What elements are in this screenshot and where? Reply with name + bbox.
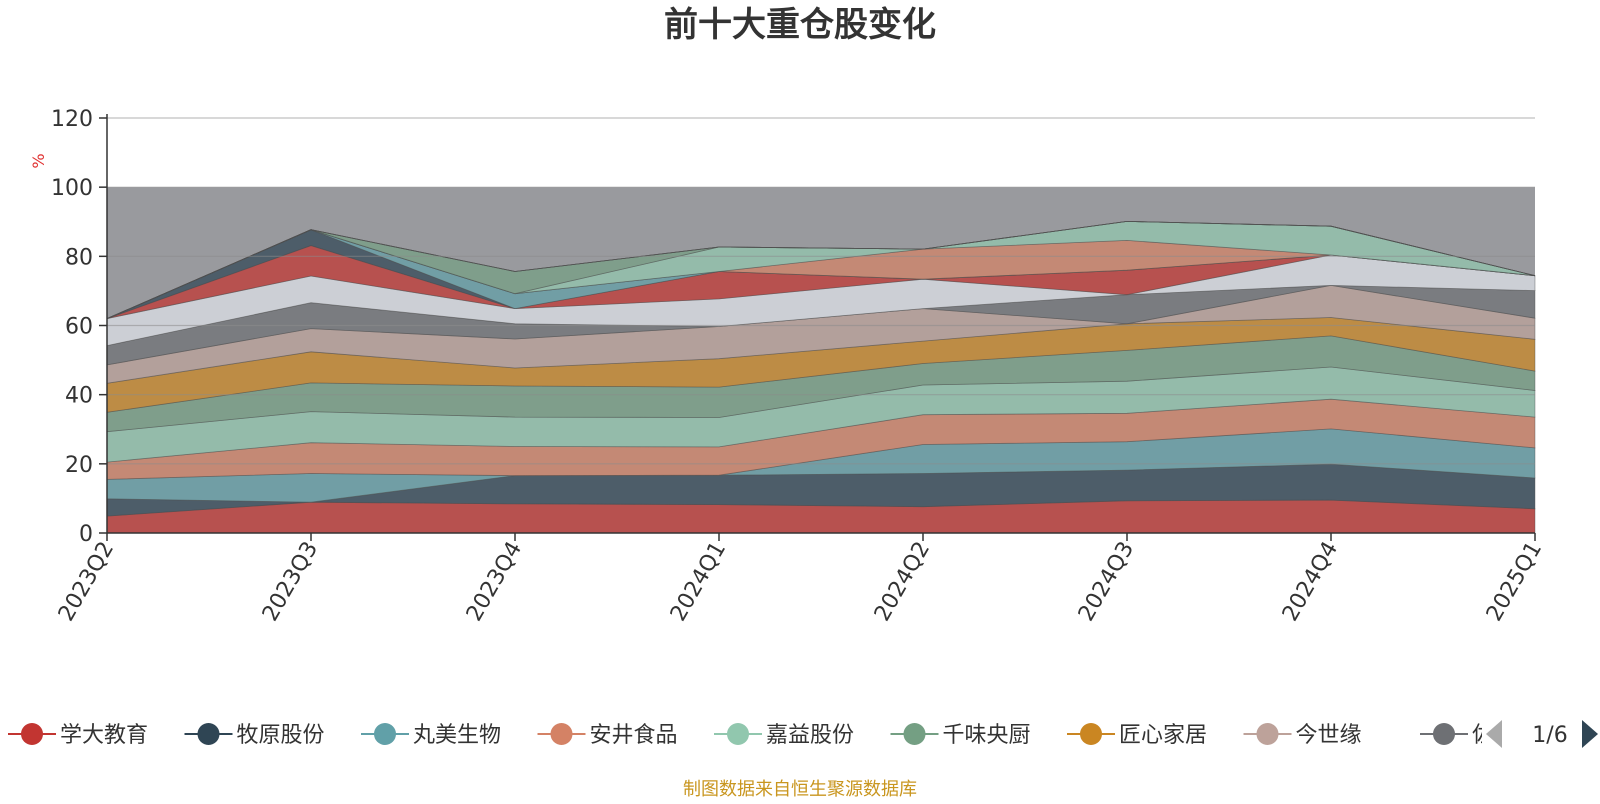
legend-label: 安井食品 [590,723,678,748]
y-tick-label: 20 [65,453,93,478]
area-layer-19 [106,220,1536,319]
legend-label: 匠心家居 [1119,723,1207,748]
legend-next-page-icon[interactable] [1582,720,1598,748]
y-tick-label: 100 [51,176,93,201]
x-tick-label: 2023Q2 [54,538,119,626]
data-source-footer: 制图数据来自恒生聚源数据库 [683,779,917,800]
x-tick-label: 2023Q4 [462,538,527,626]
legend-marker [1256,723,1279,745]
legend-item: 匠心家居 [1067,723,1207,748]
legend-label: 今世缘 [1296,723,1362,748]
plot-area [106,187,1536,534]
y-tick-label: 40 [65,384,93,409]
legend-marker [550,723,573,745]
legend: 学大教育牧原股份丸美生物安井食品嘉益股份千味央厨匠心家居今世缘佐1/6 [8,705,1600,765]
x-tick-label: 2024Q2 [870,538,935,626]
legend-page-indicator: 1/6 [1532,723,1567,748]
legend-label: 牧原股份 [237,723,325,748]
legend-marker [21,723,43,745]
legend-label: 学大教育 [60,723,148,748]
x-tick-label: 2024Q1 [666,538,731,626]
y-axis-unit-label: % [29,153,48,168]
legend-item: 丸美生物 [361,723,501,748]
legend-marker [197,723,220,745]
chart-title: 前十大重仓股变化 [664,5,936,45]
legend-marker [1433,723,1455,745]
legend-item: 千味央厨 [890,723,1031,748]
legend-item: 牧原股份 [184,723,325,748]
legend-marker [374,723,396,745]
x-tick-label: 2025Q1 [1482,538,1547,626]
legend-marker [727,723,749,745]
legend-label: 千味央厨 [943,723,1031,748]
y-tick-label: 120 [51,107,93,132]
y-tick-label: 60 [65,315,93,340]
y-tick-label: 80 [65,245,93,270]
legend-item: 学大教育 [8,723,148,748]
legend-label: 丸美生物 [413,723,501,748]
x-tick-label: 2024Q4 [1278,538,1343,626]
legend-item: 嘉益股份 [714,723,854,748]
legend-item: 今世缘 [1243,723,1362,748]
legend-prev-page-icon[interactable] [1486,720,1502,748]
x-tick-label: 2023Q3 [258,538,323,626]
legend-label: 嘉益股份 [766,723,854,748]
legend-marker [903,723,926,745]
y-tick-label: 0 [79,522,93,547]
legend-item: 安井食品 [537,723,678,748]
x-tick-label: 2024Q3 [1074,538,1139,626]
legend-marker [1080,723,1102,745]
